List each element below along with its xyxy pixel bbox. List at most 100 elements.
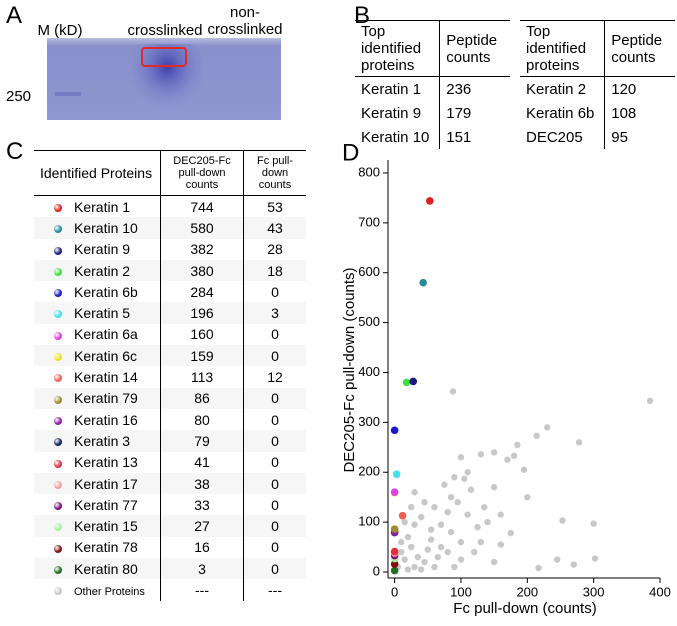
point: [474, 523, 481, 531]
cell: Keratin 9: [361, 104, 422, 122]
cell: 0: [243, 472, 306, 495]
cell: DEC205: [526, 128, 583, 146]
cell: 380: [160, 259, 244, 282]
x-tick-label: 200: [516, 584, 538, 599]
row: Keratin 5 196 3: [34, 302, 306, 324]
cell: Keratin 9: [34, 239, 161, 260]
row: Keratin 1 236: [355, 76, 510, 101]
point: [490, 449, 498, 456]
row: Keratin 6b 108: [520, 101, 675, 125]
protein-table: Identified Proteins DEC205-Fc pull-down …: [34, 150, 306, 601]
cell: Keratin 5: [34, 302, 161, 324]
point: [408, 543, 415, 551]
point: [427, 526, 435, 533]
row: Keratin 2 380 18: [34, 259, 306, 282]
point: [457, 538, 465, 546]
row: Keratin 78 16 0: [34, 536, 306, 559]
point: [533, 432, 540, 440]
x-tick-label: 0: [391, 584, 398, 599]
cell: 33: [160, 494, 244, 516]
y-axis-label: DEC205-Fc pull-down (counts): [341, 267, 358, 472]
point: [497, 511, 504, 518]
point: [431, 563, 438, 571]
point: [504, 456, 511, 463]
protein-name: Other Proteins: [74, 585, 145, 598]
point: [414, 553, 422, 561]
header: Fc pull-down counts: [243, 150, 306, 196]
header: DEC205-Fc pull-down counts: [160, 150, 244, 196]
point: [398, 511, 407, 520]
point: [457, 454, 465, 461]
cell: Keratin 1: [34, 196, 161, 218]
color-dot: [54, 480, 62, 489]
cell: 41: [160, 451, 244, 473]
point: [464, 469, 471, 476]
y-tick-label: 0: [373, 563, 380, 578]
protein-name: Keratin 14: [74, 369, 138, 386]
cell: Keratin 78: [34, 537, 161, 558]
row: Keratin 6a 160 0: [34, 323, 306, 346]
row: Keratin 13 41 0: [34, 451, 306, 473]
color-dot: [54, 331, 62, 340]
y-tick-label: 300: [358, 414, 380, 429]
point: [451, 563, 458, 571]
point: [404, 533, 412, 541]
cell: 18: [243, 259, 306, 282]
point: [490, 558, 498, 566]
protein-name: Keratin 79: [74, 390, 138, 407]
point: [398, 538, 405, 546]
cell: 0: [243, 494, 306, 516]
marker-label: 250: [6, 88, 32, 105]
protein-name: Keratin 9: [74, 241, 131, 258]
lane-label: M (kD): [37, 22, 83, 39]
point: [591, 555, 599, 562]
header: Peptide counts: [439, 20, 510, 77]
row: Other Proteins --- ---: [34, 579, 306, 601]
point: [390, 560, 399, 568]
cell: Keratin 2: [34, 259, 161, 282]
cell: 151: [439, 125, 510, 149]
point: [390, 547, 399, 556]
cell: 236: [439, 76, 510, 101]
point: [646, 397, 654, 405]
point: [390, 488, 399, 497]
y-tick-label: 600: [358, 264, 380, 279]
color-dot: [54, 310, 62, 319]
cell: 43: [243, 217, 306, 239]
cell: 53: [243, 195, 306, 218]
protein-name: Keratin 13: [74, 454, 138, 471]
point: [411, 563, 418, 571]
row: Keratin 15 27 0: [34, 515, 306, 537]
protein-name: Keratin 15: [74, 518, 138, 535]
cell: 0: [243, 323, 306, 346]
protein-name: Keratin 17: [74, 475, 138, 492]
point: [401, 518, 408, 526]
cell: 80: [160, 408, 244, 431]
cell: ---: [160, 579, 244, 601]
point: [510, 452, 518, 459]
cell: 0: [243, 408, 306, 431]
protein-name: Keratin 3: [74, 432, 131, 449]
cell: 3: [160, 558, 244, 580]
cell: 179: [439, 101, 510, 125]
color-dot: [54, 416, 62, 425]
count-table: Top identified proteins Peptide counts Ker…: [520, 20, 675, 149]
point: [497, 541, 504, 548]
point: [390, 525, 399, 533]
y-tick-label: 800: [358, 164, 380, 179]
cell: Keratin 6a: [34, 324, 161, 345]
point: [535, 564, 542, 572]
row: DEC205 95: [520, 125, 675, 149]
color-dot: [54, 502, 62, 511]
y-tick-label: 700: [358, 214, 380, 229]
row: Keratin 6c 159 0: [34, 345, 306, 367]
x-tick-label: 400: [649, 584, 671, 599]
point: [457, 556, 465, 563]
point: [419, 278, 427, 287]
point: [392, 470, 401, 479]
cell: 28: [243, 238, 306, 260]
cell: 159: [160, 345, 244, 367]
header: Top identified proteins: [520, 20, 605, 77]
point: [425, 197, 434, 205]
